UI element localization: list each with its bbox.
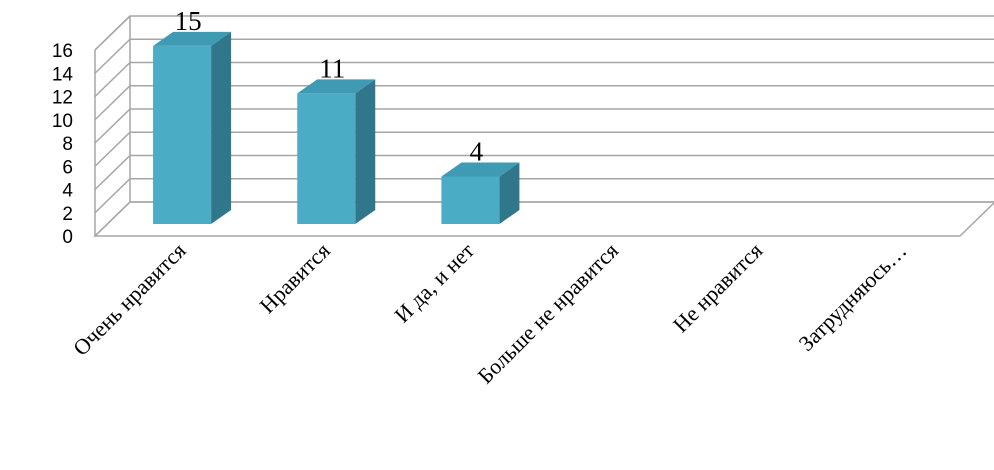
bar-side (355, 79, 376, 224)
gridline (94, 131, 994, 167)
data-label: 15 (175, 6, 202, 36)
y-tick-label: 6 (62, 157, 73, 178)
bar (441, 176, 500, 224)
x-axis: Очень нравится Нравится И да, и нетБольше … (68, 238, 912, 389)
y-tick-label: 14 (52, 64, 74, 85)
gridline (94, 15, 994, 51)
x-tick-label: Больше не нравится (472, 238, 623, 389)
bar-top (297, 79, 376, 94)
bar (297, 93, 356, 224)
bar-side (499, 162, 520, 224)
gridline (94, 61, 994, 98)
y-tick-label: 4 (62, 181, 73, 202)
data-label: 11 (319, 53, 345, 83)
bar (153, 45, 212, 224)
bar-top (441, 162, 520, 177)
y-tick-label: 16 (52, 41, 73, 62)
gridlines (94, 15, 994, 237)
data-label: 4 (470, 137, 484, 167)
x-tick-label: Не нравится (668, 238, 767, 337)
y-tick-label: 10 (52, 111, 73, 132)
y-tick-label: 8 (62, 134, 73, 155)
y-tick-label: 2 (62, 204, 73, 225)
bar-top (153, 31, 232, 46)
gridline (94, 178, 994, 214)
x-tick-label: Нравится (254, 238, 334, 318)
bars (153, 31, 520, 224)
gridline (94, 85, 994, 121)
data-labels: 15 11 4 (175, 6, 484, 167)
x-tick-label: Затрудняюсь… (794, 238, 912, 356)
bar-side (211, 31, 232, 224)
gridline (94, 201, 994, 237)
y-tick-label: 0 (62, 227, 73, 248)
gridline (94, 154, 994, 191)
gridline (94, 38, 994, 74)
x-tick-label: И да, и нет (389, 238, 479, 328)
gridline (94, 108, 994, 144)
x-tick-label: Очень нравится (68, 238, 191, 361)
y-tick-label: 12 (52, 88, 73, 109)
